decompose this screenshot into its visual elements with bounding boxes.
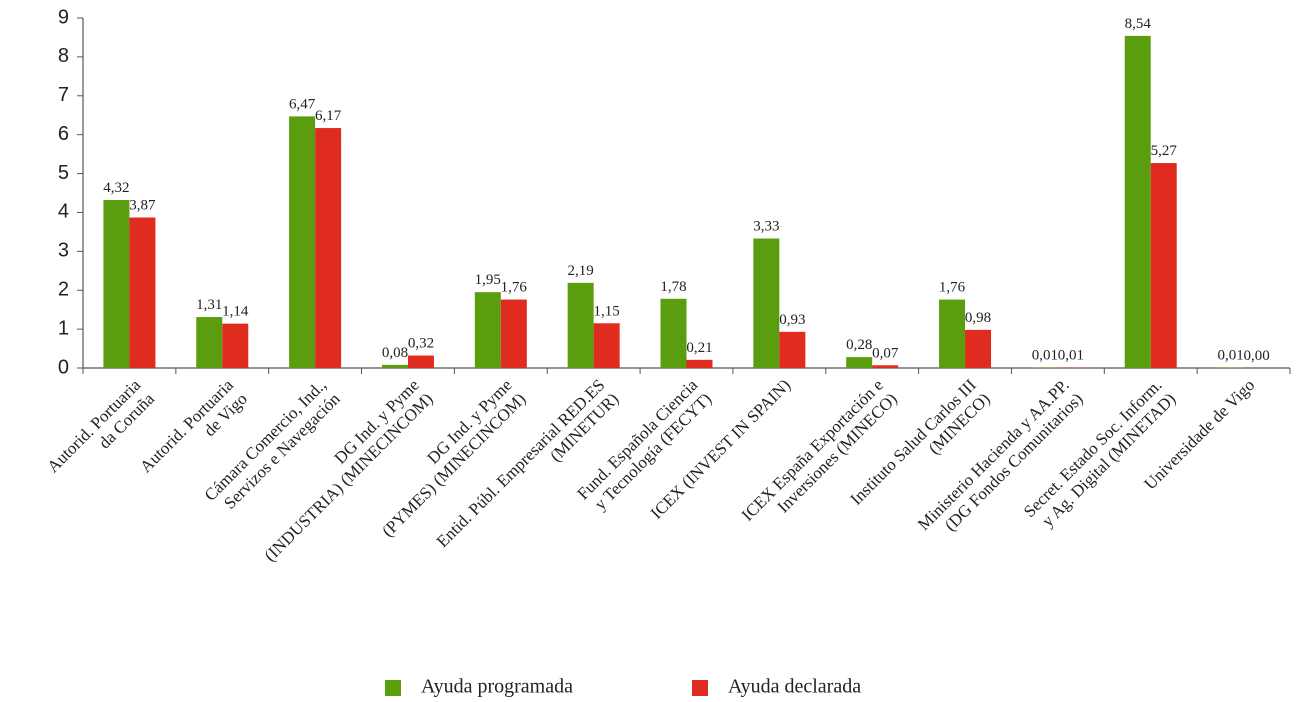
value-label: 1,31 bbox=[196, 297, 222, 313]
x-tick-label: Autorid. Portuariada Coruña bbox=[43, 375, 158, 490]
bar bbox=[939, 299, 966, 368]
value-label: 0,01 bbox=[1058, 348, 1084, 364]
y-tick-label: 7 bbox=[58, 84, 69, 106]
bar bbox=[593, 323, 620, 368]
bar bbox=[1150, 163, 1177, 368]
y-tick-label: 1 bbox=[58, 317, 69, 339]
y-tick-label: 5 bbox=[58, 162, 69, 184]
bar bbox=[129, 217, 156, 368]
value-label: 3,87 bbox=[129, 198, 156, 214]
value-label: 3,33 bbox=[753, 219, 779, 235]
value-label: 0,93 bbox=[779, 312, 805, 328]
y-tick-label: 2 bbox=[58, 279, 69, 301]
bar bbox=[779, 331, 806, 368]
bar bbox=[500, 299, 527, 368]
bar bbox=[222, 323, 249, 368]
bar bbox=[660, 298, 687, 368]
bar bbox=[1124, 35, 1151, 369]
bar bbox=[474, 292, 501, 368]
bar bbox=[381, 364, 408, 368]
bar bbox=[315, 128, 342, 368]
legend-label: Ayuda programada bbox=[421, 676, 573, 698]
y-tick-label: 0 bbox=[58, 356, 69, 378]
legend-swatch bbox=[385, 680, 401, 696]
value-label: 1,14 bbox=[222, 304, 249, 320]
value-label: 0,07 bbox=[872, 345, 899, 361]
bar bbox=[686, 359, 713, 368]
value-label: 5,27 bbox=[1151, 143, 1178, 159]
bar bbox=[196, 317, 223, 368]
y-tick-label: 6 bbox=[58, 123, 69, 145]
value-label: 8,54 bbox=[1125, 16, 1152, 32]
value-label: 1,78 bbox=[660, 279, 686, 295]
value-label: 6,47 bbox=[289, 96, 316, 112]
bar bbox=[103, 200, 130, 368]
value-label: 6,17 bbox=[315, 108, 342, 124]
value-label: 4,32 bbox=[103, 180, 129, 196]
bar bbox=[289, 116, 316, 368]
bar bbox=[872, 365, 899, 368]
value-label: 0,01 bbox=[1217, 348, 1243, 364]
y-tick-label: 4 bbox=[58, 201, 69, 223]
value-label: 1,95 bbox=[475, 272, 501, 288]
value-label: 2,19 bbox=[568, 263, 594, 279]
value-label: 1,15 bbox=[594, 303, 620, 319]
value-label: 0,00 bbox=[1243, 348, 1269, 364]
value-label: 0,32 bbox=[408, 336, 434, 352]
y-tick-label: 3 bbox=[58, 240, 69, 262]
bar bbox=[753, 238, 780, 368]
value-label: 1,76 bbox=[939, 280, 966, 296]
value-label: 0,01 bbox=[1032, 348, 1058, 364]
bar bbox=[407, 355, 434, 368]
value-label: 0,98 bbox=[965, 310, 991, 326]
x-tick-label-line: Inversiones (MINECO) bbox=[774, 389, 901, 516]
legend-swatch bbox=[692, 680, 708, 696]
bar bbox=[965, 329, 992, 368]
legend-label: Ayuda declarada bbox=[728, 676, 861, 698]
y-tick-label: 8 bbox=[58, 45, 69, 67]
value-label: 1,76 bbox=[501, 280, 528, 296]
value-label: 0,28 bbox=[846, 337, 872, 353]
value-label: 0,08 bbox=[382, 345, 408, 361]
bar bbox=[567, 282, 594, 368]
y-tick-label: 9 bbox=[58, 6, 69, 28]
bar bbox=[846, 357, 873, 368]
value-label: 0,21 bbox=[686, 340, 712, 356]
